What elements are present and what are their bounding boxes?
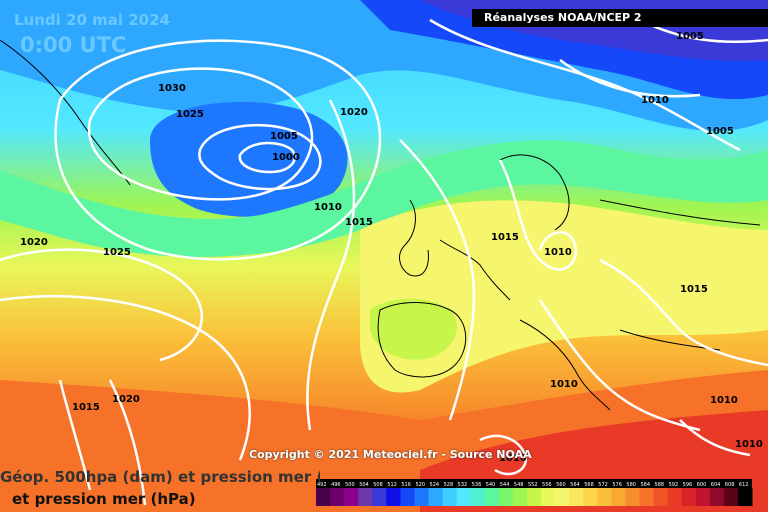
isobar-label: 1010 xyxy=(641,95,669,106)
scale-label: 496 xyxy=(331,482,341,488)
isobar-label: 1025 xyxy=(176,109,204,120)
scale-label: 584 xyxy=(640,482,650,488)
scale-label: 516 xyxy=(401,482,411,488)
isobar-label: 1005 xyxy=(676,31,704,42)
scale-label: 552 xyxy=(528,482,538,488)
scale-swatch xyxy=(583,488,598,506)
scale-swatch xyxy=(330,488,345,506)
scale-label: 596 xyxy=(683,482,693,488)
iberia-green xyxy=(370,298,458,360)
isobar-label: 1010 xyxy=(710,395,738,406)
isobar-label: 1015 xyxy=(72,402,100,413)
map-date: Lundi 20 mai 2024 xyxy=(14,11,170,29)
scale-label: 600 xyxy=(697,482,707,488)
scale-swatch xyxy=(358,488,373,506)
scale-label: 556 xyxy=(542,482,552,488)
scale-swatch xyxy=(569,488,584,506)
scale-swatch xyxy=(723,488,739,506)
scale-label: 520 xyxy=(415,482,425,488)
map-time: 0:00 UTC xyxy=(20,33,127,57)
isobar-label: 1015 xyxy=(491,232,519,243)
scale-swatch xyxy=(344,488,359,506)
isobar-label: 1010 xyxy=(550,379,578,390)
scale-swatch xyxy=(695,488,711,506)
scale-swatch xyxy=(526,488,542,506)
scale-label: 588 xyxy=(655,482,665,488)
scale-swatch xyxy=(484,488,500,506)
scale-swatch xyxy=(400,488,415,506)
scale-label: 604 xyxy=(711,482,721,488)
scale-label: 576 xyxy=(612,482,622,488)
scale-label: 504 xyxy=(359,482,369,488)
isobar-labels: 1030 1025 1020 1005 1000 1010 1015 1020 … xyxy=(20,31,763,464)
isobar-label: 1005 xyxy=(706,126,734,137)
scale-label: 560 xyxy=(556,482,566,488)
scale-label: 608 xyxy=(725,482,735,488)
scale-label: 500 xyxy=(345,482,355,488)
scale-swatch xyxy=(667,488,683,506)
scale-swatch xyxy=(512,488,528,506)
scale-swatch xyxy=(709,488,725,506)
scale-swatch xyxy=(316,488,331,506)
yellow-europe xyxy=(360,200,768,393)
scale-label: 544 xyxy=(500,482,510,488)
map-caption-line2: et pression mer (hPa) xyxy=(12,490,196,508)
scale-label: 568 xyxy=(584,482,594,488)
scale-label: 540 xyxy=(486,482,496,488)
isobar-label: 1015 xyxy=(680,284,708,295)
coastlines xyxy=(0,39,761,411)
low-pressure-core xyxy=(150,101,348,217)
scale-swatch xyxy=(414,488,430,506)
scale-swatch xyxy=(386,488,401,506)
scale-label: 524 xyxy=(430,482,440,488)
scale-label: 572 xyxy=(598,482,608,488)
scale-label: 580 xyxy=(626,482,636,488)
isobars xyxy=(0,18,768,506)
scale-swatch xyxy=(737,488,753,506)
isobar-label: 1010 xyxy=(314,202,342,213)
isobar-label: 1000 xyxy=(272,152,300,163)
isobar-label: 1010 xyxy=(544,247,572,258)
scale-label: 592 xyxy=(669,482,679,488)
isobar-label: 1015 xyxy=(345,217,373,228)
scale-label: 508 xyxy=(373,482,383,488)
green-band xyxy=(0,140,768,257)
scale-swatch xyxy=(498,488,514,506)
isobar-label: 1020 xyxy=(112,394,140,405)
scale-swatch xyxy=(681,488,697,506)
scale-label: 612 xyxy=(739,482,749,488)
scale-swatch xyxy=(541,488,556,506)
isobar-label: 1025 xyxy=(103,247,131,258)
color-scale-bar: 492 496 500 504 508 512 516 520 524 528 532 536 540 5… xyxy=(316,479,753,506)
copyright-text: Copyright © 2021 Meteociel.fr - Source N… xyxy=(249,448,532,461)
scale-label: 512 xyxy=(387,482,397,488)
scale-swatch xyxy=(456,488,472,506)
scale-label-band xyxy=(316,479,752,488)
isobar-label: 1010 xyxy=(499,453,527,464)
scale-label: 536 xyxy=(472,482,482,488)
source-badge: Réanalyses NOAA/NCEP 2 xyxy=(472,9,768,27)
isobar-label: 1020 xyxy=(340,107,368,118)
scale-label: 528 xyxy=(444,482,454,488)
scale-label: 564 xyxy=(570,482,580,488)
isobar-label: 1030 xyxy=(158,83,186,94)
scale-swatch xyxy=(470,488,486,506)
scale-swatch xyxy=(372,488,387,506)
scale-swatch xyxy=(442,488,458,506)
scale-swatch xyxy=(428,488,444,506)
isobar-label: 1020 xyxy=(20,237,48,248)
scale-swatch xyxy=(611,488,626,506)
scale-label: 548 xyxy=(514,482,524,488)
scale-swatch xyxy=(555,488,570,506)
isobar-label: 1005 xyxy=(270,131,298,142)
isobar-label: 1010 xyxy=(735,439,763,450)
scale-swatch xyxy=(625,488,640,506)
scale-label: 532 xyxy=(458,482,468,488)
map-caption: Géop. 500hpa (dam) et pression mer (hPa) xyxy=(0,468,320,486)
scale-swatch xyxy=(653,488,669,506)
scale-label: 492 xyxy=(317,482,327,488)
scale-swatch xyxy=(597,488,612,506)
scale-swatch xyxy=(639,488,655,506)
